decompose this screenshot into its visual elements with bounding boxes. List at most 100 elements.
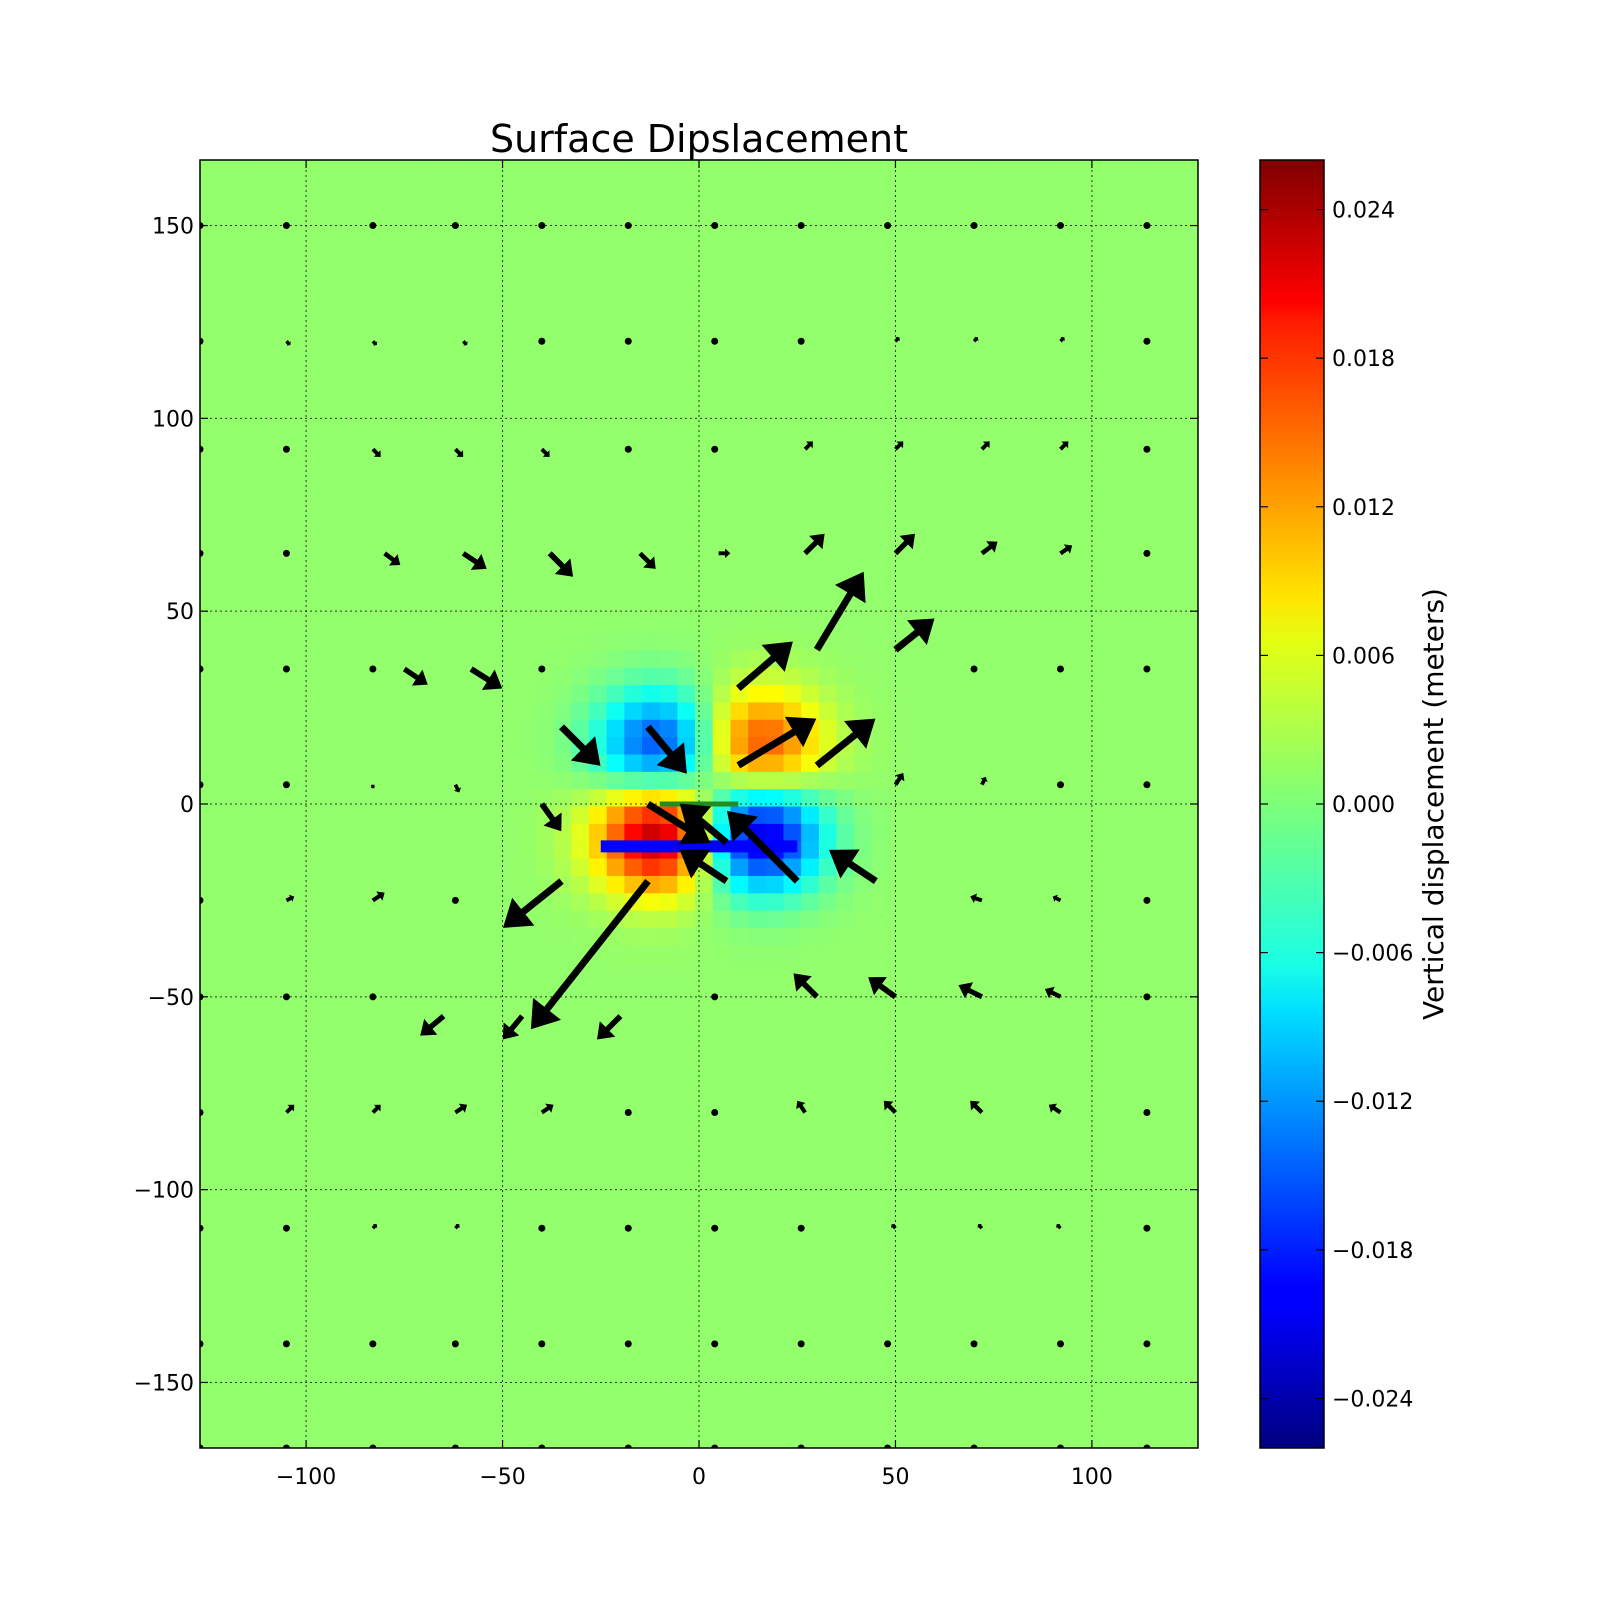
heatmap-cell	[995, 910, 1014, 929]
heatmap-cell	[1031, 892, 1050, 911]
heatmap-cell	[217, 354, 236, 373]
heatmap-cell	[642, 320, 661, 338]
heatmap-cell	[765, 823, 785, 842]
heatmap-cell	[960, 337, 979, 356]
heatmap-cell	[200, 805, 219, 824]
heatmap-cell	[818, 1083, 838, 1102]
heatmap-cell	[447, 1118, 466, 1137]
heatmap-cell	[341, 1014, 360, 1033]
heatmap-cell	[712, 181, 732, 200]
heatmap-cell	[553, 215, 572, 234]
heatmap-cell	[907, 1152, 926, 1171]
heatmap-cell	[783, 1378, 802, 1397]
heatmap-cell	[1119, 1048, 1138, 1067]
heatmap-cell	[1119, 1222, 1138, 1241]
heatmap-cell	[1154, 160, 1174, 165]
heatmap-cell	[642, 354, 661, 373]
heatmap-cell	[270, 580, 290, 599]
heatmap-cell	[482, 1361, 502, 1380]
heatmap-cell	[482, 562, 502, 581]
heatmap-cell	[217, 163, 236, 182]
quiver-dot	[1143, 337, 1151, 345]
heatmap-cell	[606, 441, 625, 460]
heatmap-cell	[1048, 892, 1067, 911]
heatmap-cell	[783, 1152, 802, 1171]
heatmap-cell	[889, 580, 908, 599]
heatmap-cell	[253, 1291, 272, 1310]
heatmap-cell	[1084, 181, 1103, 200]
heatmap-cell	[571, 406, 590, 425]
heatmap-cell	[889, 1343, 908, 1362]
heatmap-cell	[1066, 875, 1085, 894]
heatmap-cell	[1154, 320, 1174, 338]
heatmap-cell	[942, 1083, 961, 1102]
heatmap-cell	[553, 649, 572, 668]
heatmap-cell	[818, 198, 838, 217]
heatmap-cell	[818, 458, 838, 477]
heatmap-cell	[1172, 944, 1191, 963]
heatmap-cell	[1084, 215, 1103, 234]
heatmap-cell	[571, 1066, 590, 1085]
heatmap-cell	[306, 545, 325, 564]
heatmap-cell	[1066, 771, 1085, 790]
heatmap-cell	[518, 389, 537, 408]
heatmap-cell	[465, 1205, 484, 1224]
displacement-vectors	[200, 222, 1151, 1448]
heatmap-cell	[995, 528, 1014, 547]
heatmap-cell	[748, 1413, 767, 1432]
heatmap-cell	[995, 615, 1014, 633]
heatmap-cell	[359, 684, 378, 703]
heatmap-cell	[217, 840, 236, 859]
heatmap-cell	[571, 771, 590, 790]
heatmap-cell	[995, 1326, 1014, 1345]
heatmap-cell	[412, 476, 431, 495]
heatmap-cell	[659, 181, 678, 200]
heatmap-cell	[341, 840, 360, 859]
heatmap-cell	[571, 372, 590, 391]
heatmap-cell	[889, 1291, 908, 1310]
heatmap-cell	[341, 1205, 360, 1224]
heatmap-cell	[801, 1343, 820, 1362]
heatmap-cell	[288, 1413, 307, 1432]
heatmap-cell	[907, 1031, 926, 1050]
heatmap-cell	[712, 233, 732, 252]
heatmap-cell	[1119, 528, 1138, 547]
heatmap-cell	[394, 1187, 413, 1206]
heatmap-cell	[1154, 215, 1174, 234]
heatmap-cell	[306, 354, 325, 373]
heatmap-cell	[376, 562, 396, 581]
heatmap-cell	[553, 1257, 572, 1276]
heatmap-cell	[801, 580, 820, 599]
heatmap-cell	[588, 250, 608, 269]
heatmap-cell	[606, 1066, 625, 1085]
heatmap-cell	[253, 458, 272, 477]
quiver-arrow	[736, 716, 817, 769]
heatmap-cell	[447, 910, 466, 929]
heatmap-cell	[553, 1430, 572, 1448]
heatmap-cell	[447, 1014, 466, 1033]
heatmap-cell	[1137, 1378, 1156, 1397]
heatmap-cell	[341, 1378, 360, 1397]
heatmap-cell	[1048, 320, 1067, 338]
heatmap-cell	[924, 684, 944, 703]
heatmap-cell	[1190, 163, 1198, 182]
heatmap-cell	[217, 753, 236, 772]
quiver-arrow	[1044, 986, 1062, 999]
heatmap-cell	[482, 857, 502, 876]
heatmap-cell	[942, 962, 961, 981]
heatmap-cell	[235, 160, 254, 165]
heatmap-cell	[217, 1205, 236, 1224]
heatmap-cell	[730, 1152, 749, 1171]
heatmap-cell	[200, 771, 219, 790]
heatmap-cell	[1101, 181, 1121, 200]
heatmap-cell	[588, 597, 608, 616]
heatmap-cell	[482, 1257, 502, 1276]
heatmap-cell	[783, 1413, 802, 1432]
heatmap-cell	[535, 1205, 555, 1224]
heatmap-cell	[465, 962, 484, 981]
heatmap-cell	[1031, 233, 1050, 252]
heatmap-cell	[429, 1187, 449, 1206]
heatmap-cell	[1137, 615, 1156, 633]
heatmap-cell	[942, 1066, 961, 1085]
heatmap-cell	[535, 1170, 555, 1189]
